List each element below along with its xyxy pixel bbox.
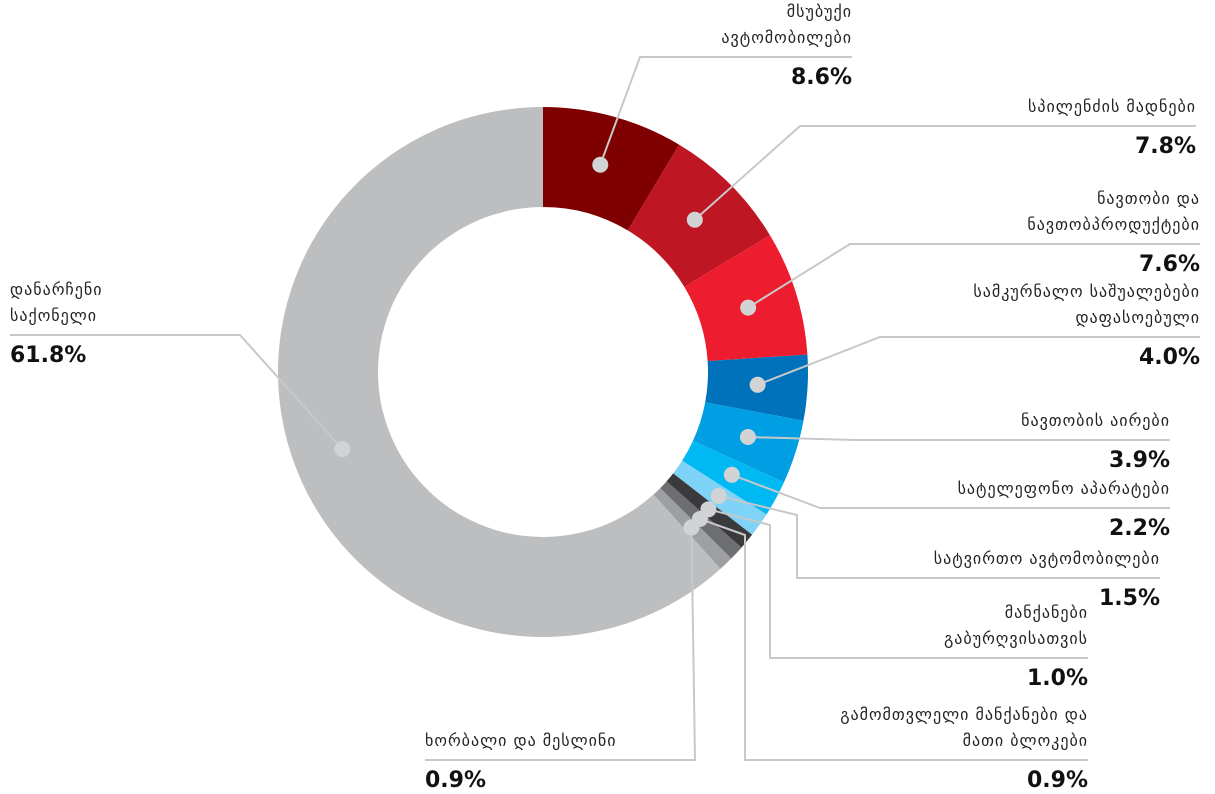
leader-dot (710, 487, 727, 504)
leader-dot (686, 211, 703, 228)
leader-line (599, 56, 852, 166)
value-label: 61.8% (10, 343, 87, 368)
leader-line (757, 336, 1200, 386)
leader-line (731, 473, 1170, 509)
leader-dot (739, 429, 756, 446)
leader-dot (740, 299, 757, 316)
value-label: 2.2% (1108, 516, 1170, 541)
value-label: 7.6% (1138, 252, 1200, 277)
leader-dot (683, 519, 700, 536)
value-label: 8.6% (790, 65, 852, 90)
donut-slice (543, 107, 680, 231)
category-label: გამომთვლელი მანქანები და მათი ბლოკები (840, 705, 1088, 750)
category-label: მსუბუქი ავტომობილები (721, 2, 852, 47)
leader-line (699, 517, 1088, 761)
leader-line (10, 334, 344, 450)
value-label: 3.9% (1108, 448, 1170, 473)
category-label: მანქანები გაბურღვისათვის (944, 603, 1088, 648)
leader-line (747, 436, 1170, 441)
donut-slice (684, 235, 808, 362)
value-label: 7.8% (1134, 134, 1196, 159)
leader-dot (592, 156, 609, 173)
value-label: 0.9% (425, 768, 487, 793)
leader-line (708, 508, 1088, 659)
leader-dot (749, 376, 766, 393)
category-label: სატელეფონო აპარატები (957, 479, 1170, 498)
category-label: დანარჩენი საქონელი (10, 280, 103, 325)
value-label: 4.0% (1138, 345, 1200, 370)
leader-line (694, 125, 1196, 221)
category-label: სპილენძის მადნები (1028, 97, 1196, 116)
donut-slice (277, 107, 721, 637)
value-label: 1.5% (1098, 586, 1160, 611)
category-label: ნავთობი და ნავთობპროდუქტები (1027, 189, 1200, 234)
leader-dot (723, 466, 740, 483)
category-label: სამკურნალო საშუალებები დაფასოებული (973, 282, 1200, 327)
leader-line (718, 494, 1160, 579)
leader-dot (334, 441, 351, 458)
category-label: ხორბალი და მესლინი (425, 731, 617, 750)
category-label: სატვირთო ავტომობილები (933, 549, 1160, 568)
leader-line (425, 527, 697, 761)
value-label: 0.9% (1026, 768, 1088, 793)
value-label: 1.0% (1026, 666, 1088, 691)
category-label: ნავთობის აირები (1021, 411, 1170, 430)
leader-line (747, 243, 1200, 309)
